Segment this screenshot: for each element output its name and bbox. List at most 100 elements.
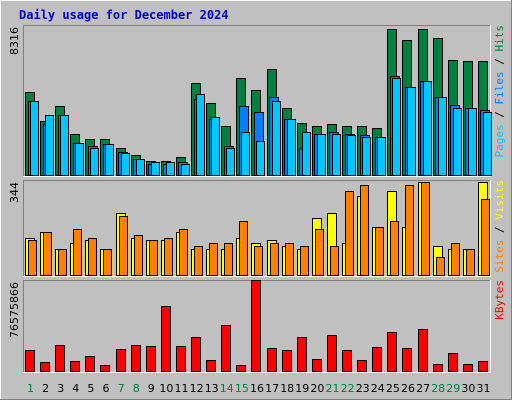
bar-kbytes-day-26: [402, 348, 412, 372]
bar-kbytes-day-11: [176, 346, 186, 372]
day-label-21: 21: [326, 382, 340, 395]
bar-pages-day-28: [438, 97, 447, 176]
bar-pages-day-1: [30, 101, 39, 176]
bar-kbytes-day-7: [116, 349, 126, 372]
bar-pages-day-19: [302, 132, 311, 176]
legend-item-visits: Visits: [493, 180, 506, 220]
day-label-16: 16: [250, 382, 264, 395]
bar-pages-day-27: [423, 81, 432, 176]
bar-kbytes-day-14: [221, 325, 231, 372]
bar-sites-day-1: [28, 240, 37, 276]
bar-pages-day-9: [151, 162, 160, 176]
bar-kbytes-day-8: [131, 345, 141, 372]
bar-sites-day-26: [405, 185, 414, 276]
bar-sites-day-2: [43, 232, 52, 276]
bar-pages-day-18: [287, 119, 296, 176]
bar-sites-day-14: [224, 243, 233, 276]
bar-sites-day-11: [179, 229, 188, 276]
bar-kbytes-day-31: [478, 361, 488, 372]
day-label-28: 28: [431, 382, 445, 395]
bar-pages-day-20: [317, 134, 326, 176]
bar-pages-day-4: [75, 143, 84, 176]
bar-kbytes-day-23: [357, 360, 367, 372]
day-label-10: 10: [159, 382, 173, 395]
day-label-25: 25: [386, 382, 400, 395]
bar-kbytes-day-29: [448, 353, 458, 372]
legend-separator: /: [493, 105, 506, 125]
day-label-4: 4: [72, 382, 79, 395]
bar-pages-day-26: [407, 87, 416, 176]
day-label-3: 3: [57, 382, 64, 395]
day-label-20: 20: [310, 382, 324, 395]
bar-sites-day-9: [149, 240, 158, 276]
bar-sites-day-28: [436, 257, 445, 276]
bar-kbytes-day-30: [463, 364, 473, 372]
bar-sites-day-23: [360, 185, 369, 276]
bar-sites-day-22: [345, 191, 354, 276]
bar-kbytes-day-25: [387, 332, 397, 372]
day-label-30: 30: [461, 382, 475, 395]
bar-kbytes-day-27: [418, 329, 428, 372]
bar-sites-day-24: [375, 227, 384, 276]
bar-sites-day-16: [254, 246, 263, 276]
bar-pages-day-30: [468, 108, 477, 176]
day-label-8: 8: [133, 382, 140, 395]
bar-sites-day-25: [390, 221, 399, 276]
bar-pages-day-2: [45, 115, 54, 176]
bar-kbytes-day-6: [100, 365, 110, 372]
day-label-13: 13: [205, 382, 219, 395]
day-label-14: 14: [220, 382, 234, 395]
bar-pages-day-13: [211, 117, 220, 176]
day-axis: 1 2 3 4 5 6 7 8 9 10 11 12 13 14 15 16 17 18 19 20 21 22 23 24 2…: [27, 382, 491, 395]
day-label-23: 23: [356, 382, 370, 395]
panel-legend: Sites / Visits: [493, 180, 506, 273]
bar-kbytes-day-1: [25, 350, 35, 372]
day-label-6: 6: [103, 382, 110, 395]
bar-pages-day-3: [60, 115, 69, 176]
bar-kbytes-day-18: [282, 350, 292, 372]
bar-kbytes-day-2: [40, 362, 50, 372]
bar-kbytes-day-16: [251, 280, 261, 372]
bar-sites-day-19: [300, 246, 309, 276]
legend-item-files: Files: [493, 71, 506, 104]
bar-sites-day-4: [73, 229, 82, 276]
panel-ymax-label: 8316: [8, 27, 21, 55]
day-label-22: 22: [341, 382, 355, 395]
legend-item-hits: Hits: [493, 25, 506, 52]
day-label-29: 29: [446, 382, 460, 395]
bar-pages-day-25: [392, 78, 401, 176]
day-label-1: 1: [27, 382, 34, 395]
bar-sites-day-29: [451, 243, 460, 276]
panel-legend: KBytes: [493, 280, 506, 320]
day-label-24: 24: [371, 382, 385, 395]
bar-pages-day-12: [196, 94, 205, 176]
bar-sites-day-20: [315, 229, 324, 276]
bar-sites-day-13: [209, 243, 218, 276]
panel-ymax-label: 344: [8, 182, 21, 203]
bar-sites-day-12: [194, 246, 203, 276]
bar-sites-day-8: [134, 235, 143, 276]
bar-pages-day-24: [377, 137, 386, 176]
panel-visits-sites: 344 Sites / Visits: [8, 180, 506, 277]
bar-sites-day-7: [119, 216, 128, 276]
bar-kbytes-day-13: [206, 360, 216, 372]
bar-kbytes-day-15: [236, 365, 246, 372]
bar-sites-day-3: [58, 249, 67, 276]
bar-pages-day-15: [241, 132, 250, 176]
legend-item-pages: Pages: [493, 124, 506, 157]
legend-separator: /: [493, 52, 506, 72]
day-label-27: 27: [416, 382, 430, 395]
bar-sites-day-10: [164, 238, 173, 276]
bar-sites-day-30: [466, 249, 475, 276]
bar-pages-day-22: [347, 135, 356, 176]
panel-legend: Pages / Files / Hits: [493, 25, 506, 158]
bar-sites-day-31: [481, 199, 490, 276]
bar-kbytes-day-17: [267, 348, 277, 372]
bar-pages-day-10: [166, 162, 175, 176]
chart-title: Daily usage for December 2024: [19, 8, 229, 22]
bar-pages-day-6: [105, 144, 114, 176]
bar-sites-day-18: [285, 243, 294, 276]
bar-pages-day-21: [332, 134, 341, 176]
